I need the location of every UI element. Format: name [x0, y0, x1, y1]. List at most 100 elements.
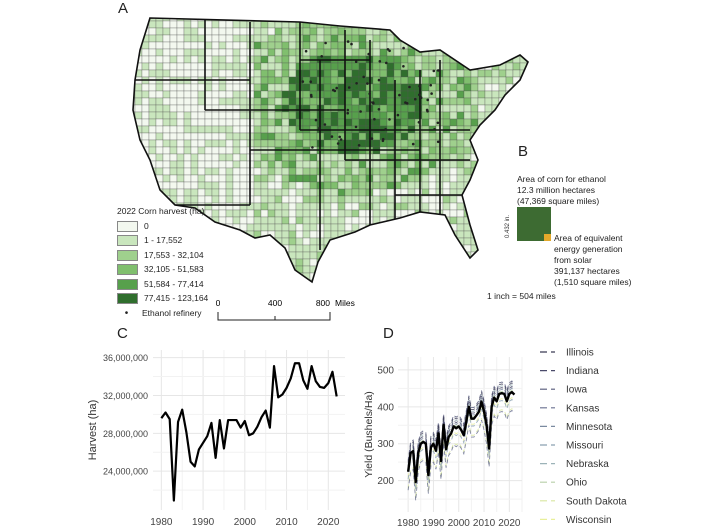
legend-class-label: 17,553 - 32,104 — [144, 249, 204, 260]
refinery-dot — [381, 137, 385, 141]
corn-area-text: Area of corn for ethanol 12.3 million he… — [517, 174, 606, 207]
scale-bar: 0 400 800 Miles — [216, 298, 355, 321]
refinery-dot — [323, 123, 327, 126]
legend-swatch — [117, 249, 138, 261]
corn-text-line: (47,369 square miles) — [517, 196, 600, 206]
refinery-dot — [304, 49, 308, 53]
refinery-dot — [333, 89, 337, 93]
scale-note: 1 inch = 504 miles — [487, 291, 556, 301]
corn-text-line: 12.3 million hectares — [517, 185, 595, 195]
ethanol-refineries — [301, 40, 440, 149]
map-legend: 2022 Corn harvest (ha) 0 1 - 17,552 17,553… — [117, 206, 208, 321]
refinery-dot — [405, 102, 409, 105]
corn-text-line: Area of corn for ethanol — [517, 174, 606, 184]
refinery-dot — [388, 49, 391, 53]
legend-class: 77,415 - 123,164 — [117, 292, 208, 307]
refinery-dot — [385, 61, 388, 65]
legend-class: 32,105 - 51,583 — [117, 263, 208, 278]
legend-swatch — [117, 293, 138, 305]
refinery-dot — [436, 140, 440, 144]
refinery-dot — [417, 121, 421, 124]
panel-d-label: D — [383, 325, 394, 342]
refinery-dot — [330, 135, 334, 138]
legend-class-label: 77,415 - 123,164 — [144, 293, 209, 304]
refinery-dot — [320, 55, 324, 58]
solar-text-line: (1,510 square miles) — [554, 277, 632, 287]
scale-tick-800: 800 — [316, 298, 330, 308]
refinery-dot — [377, 78, 381, 82]
solar-text-line: 391,137 hectares — [554, 266, 620, 276]
refinery-dot — [347, 86, 351, 89]
refinery-dot — [378, 60, 382, 63]
legend-class-label: 51,584 - 77,414 — [144, 278, 204, 289]
refinery-dot — [301, 80, 305, 83]
refinery-dot — [357, 144, 361, 147]
refinery-dot-icon: • — [124, 307, 129, 319]
refinery-dot — [436, 69, 440, 72]
solar-text-line: Area of equivalent — [554, 233, 623, 243]
legend-swatch — [117, 235, 138, 247]
refinery-dot — [346, 40, 350, 43]
refinery-dot — [384, 128, 387, 131]
scale-tick-0: 0 — [216, 298, 221, 308]
refinery-dot — [418, 93, 421, 97]
refinery-dot — [354, 60, 358, 63]
legend-refinery: • Ethanol refinery — [117, 306, 208, 321]
refinery-dot — [411, 142, 415, 146]
legend-swatch — [117, 278, 138, 290]
refinery-dot — [336, 142, 340, 145]
refinery-dot — [338, 135, 342, 139]
state-borders — [135, 20, 470, 250]
refinery-dot — [370, 137, 374, 140]
legend-class: 1 - 17,552 — [117, 234, 208, 249]
legend-class: 17,553 - 32,104 — [117, 248, 208, 263]
refinery-dot — [318, 126, 321, 130]
refinery-dot — [377, 108, 381, 111]
refinery-dot — [346, 111, 350, 115]
legend-title: 2022 Corn harvest (ha) — [117, 206, 205, 216]
refinery-dot — [386, 48, 390, 51]
refinery-dot — [314, 118, 318, 122]
refinery-dot — [430, 92, 433, 95]
refinery-dot — [346, 108, 350, 112]
refinery-dot — [359, 110, 362, 113]
legend-refinery-label: Ethanol refinery — [142, 307, 202, 318]
refinery-dot — [419, 96, 423, 99]
refinery-dot — [396, 113, 400, 117]
refinery-dot — [371, 101, 375, 104]
refinery-dot — [426, 110, 429, 113]
legend-class: 0 — [117, 219, 208, 234]
panel-c-label: C — [117, 325, 128, 342]
legend-class-label: 32,105 - 51,583 — [144, 264, 204, 275]
solar-text-line: energy generation — [554, 244, 623, 254]
refinery-dot — [436, 121, 440, 125]
refinery-dot — [366, 82, 369, 85]
refinery-dot — [433, 128, 436, 131]
refinery-dot — [369, 101, 372, 104]
refinery-dot — [418, 84, 421, 88]
refinery-dot — [309, 80, 313, 83]
refinery-dot — [414, 97, 417, 101]
refinery-dot — [324, 41, 327, 45]
refinery-dot — [402, 46, 405, 50]
refinery-dot — [373, 117, 376, 121]
legend-class-label: 0 — [144, 220, 149, 231]
legend-class: 51,584 - 77,414 — [117, 277, 208, 292]
scale-tick-400: 400 — [268, 298, 282, 308]
refinery-dot — [367, 52, 371, 56]
panel-b-label: B — [518, 143, 529, 160]
refinery-dot — [402, 65, 405, 68]
legend-class-label: 1 - 17,552 — [144, 235, 183, 246]
legend-swatch — [117, 264, 138, 276]
side-length-label: 0.432 in. — [505, 214, 511, 238]
refinery-dot — [354, 125, 358, 129]
refinery-dot — [429, 83, 433, 87]
refinery-dot — [426, 98, 430, 102]
legend-swatch — [117, 220, 138, 232]
refinery-dot — [398, 93, 401, 97]
solar-area-square — [544, 234, 551, 241]
refinery-dot — [408, 85, 411, 89]
scale-unit: Miles — [335, 298, 355, 308]
